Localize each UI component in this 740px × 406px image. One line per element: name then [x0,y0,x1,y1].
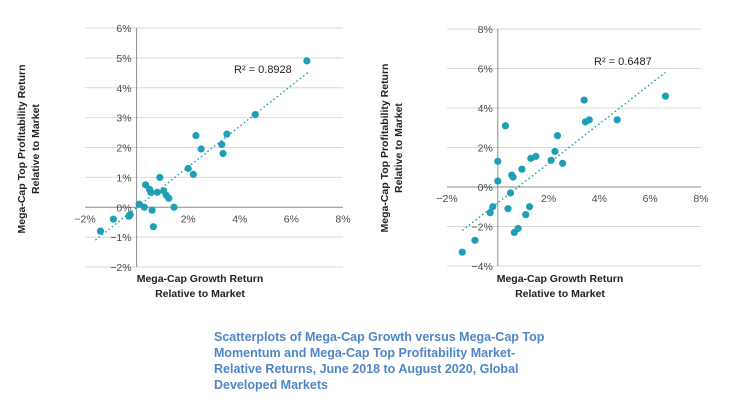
y-tick-label: 5% [116,53,131,65]
x-tick-label: 6% [284,213,299,225]
y-tick-label: 6% [116,23,131,35]
data-point [197,145,205,153]
data-point [184,164,192,173]
data-point [140,203,148,211]
y-tick-label: 6% [478,64,493,76]
x-axis-title: Mega-Cap Growth Return [137,273,264,285]
y-tick-label: 0% [116,202,131,214]
data-point [458,248,466,256]
trendline [461,71,666,232]
x-tick-label: 2% [541,193,556,205]
figure-caption: Scatterplots of Mega-Cap Growth versus M… [214,330,545,392]
data-point [547,156,555,164]
data-point [506,189,515,197]
y-tick-label: 2% [116,143,131,155]
data-point [170,203,178,211]
x-tick-label: 8% [335,213,350,225]
data-point [192,131,200,140]
data-point [189,170,197,178]
x-tick-label: 8% [693,193,708,205]
x-tick-label: 4% [592,193,607,205]
x-tick-label: −2% [74,213,95,225]
data-point [489,203,497,211]
data-point [501,122,510,130]
data-point [251,111,259,119]
scatterplots-svg: −2% −1% 0% 1% 2% 3% 4% 5% 6% −2% 2% 4% 6% 8% R² = 0.89… [16,23,709,300]
data-point [109,215,117,223]
data-point [219,149,227,158]
data-point [165,194,173,202]
data-point [218,140,226,149]
x-tick-label: 2% [181,213,196,225]
x-axis-title: Mega-Cap Growth Return [497,273,624,285]
y-tick-label: −1% [110,232,131,244]
data-point [585,116,593,124]
data-point [494,157,502,165]
x-tick-label: −2% [436,193,457,205]
y-tick-label: −2% [471,222,492,234]
data-point [153,188,161,196]
y-axis-title: Mega-Cap Top Profitability Return [16,65,28,234]
y-tick-label: 1% [116,172,131,184]
x-axis-title: Relative to Market [155,288,245,300]
x-tick-label: 4% [232,213,247,225]
data-point [509,173,517,181]
data-point [471,236,479,244]
data-point [148,206,156,214]
data-point [558,159,567,167]
data-point [486,209,494,217]
y-tick-label: 8% [478,24,493,36]
data-point [580,96,588,104]
data-point [494,177,502,185]
data-point [303,57,311,65]
data-point [504,205,512,213]
x-axis-title: Relative to Market [515,288,605,300]
data-point [156,173,164,181]
data-point [661,92,670,100]
data-point [613,116,621,124]
data-point [149,223,157,231]
r-squared-label: R² = 0.6487 [594,56,652,68]
y-tick-label: 4% [478,103,493,115]
y-axis-title: Mega-Cap Top Profitability Return [379,64,391,233]
trendline [94,70,310,241]
data-point [532,152,540,160]
y-tick-label: 0% [478,182,493,194]
data-point [223,130,231,138]
chart-1: −2% −1% 0% 1% 2% 3% 4% 5% 6% −2% 2% 4% 6% 8% R² = 0.89… [16,23,351,300]
y-axis-title: Relative to Market [393,103,405,193]
data-point [514,224,522,233]
data-point [126,211,134,219]
x-tick-label: 6% [643,193,658,205]
y-tick-label: 3% [116,113,131,125]
data-point [96,227,105,235]
y-axis-title: Relative to Market [30,104,42,194]
data-point [518,165,526,173]
y-tick-label: −2% [110,262,131,274]
r-squared-label: R² = 0.8928 [234,64,292,76]
data-point [147,188,155,196]
data-point [525,203,534,211]
data-point [553,132,562,140]
y-tick-label: −4% [471,261,492,273]
y-tick-label: 2% [478,143,493,155]
data-point [551,147,559,156]
data-point [522,211,530,219]
chart-2: −4% −2% 0% 2% 4% 6% 8% −2% 2% 4% 6% 8% R² = 0.6487 Me… [379,24,709,300]
y-tick-label: 4% [116,83,131,95]
